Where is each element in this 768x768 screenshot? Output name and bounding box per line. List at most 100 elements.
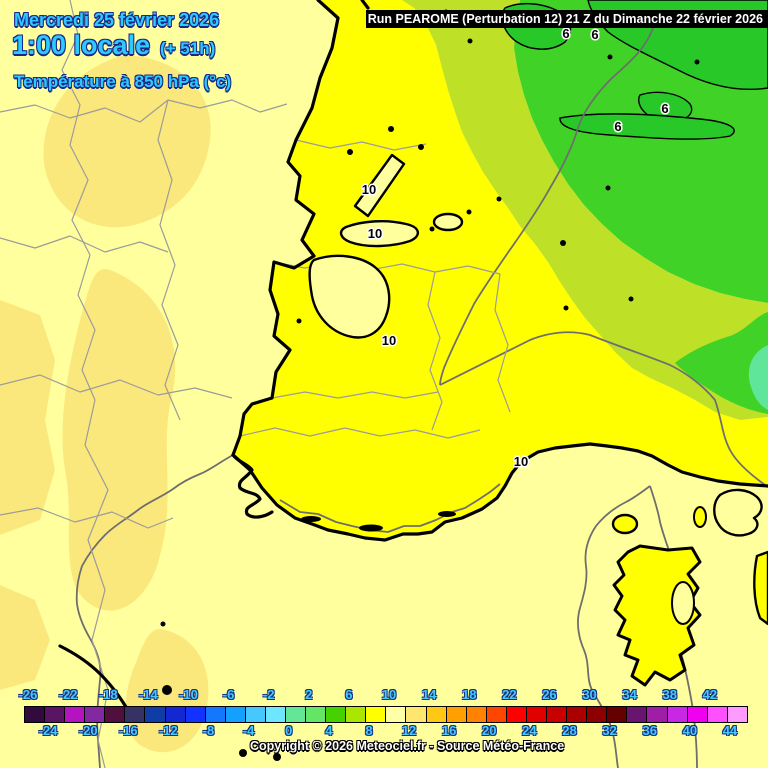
- legend-value-label: -20: [78, 723, 98, 738]
- legend-swatch: [486, 707, 507, 722]
- legend-swatch: [286, 707, 307, 722]
- corsica-warm-pocket: [671, 581, 695, 625]
- legend-swatch: [65, 707, 86, 722]
- legend-swatch: [306, 707, 327, 722]
- corsica-north-ring: [611, 513, 639, 535]
- legend-value-label: 44: [722, 723, 738, 738]
- legend-swatch: [185, 707, 206, 722]
- legend-swatch: [446, 707, 467, 722]
- legend-value-label: -4: [242, 723, 255, 738]
- legend-swatch: [386, 707, 407, 722]
- legend-swatch: [346, 707, 367, 722]
- legend-value-label: -10: [179, 687, 198, 702]
- legend-swatch: [225, 707, 246, 722]
- legend-swatch: [145, 707, 166, 722]
- isotherm-value-label: 6: [562, 26, 569, 41]
- legend-swatch: [165, 707, 186, 722]
- legend-swatch: [366, 707, 387, 722]
- legend-value-label: 18: [461, 687, 477, 702]
- isotherm-value-label: 6: [661, 101, 668, 116]
- isotherm-labels: 10 10 10 10 6 6 6 6: [360, 25, 670, 471]
- legend-swatch: [105, 707, 126, 722]
- yellow-8-10-region: [233, 0, 768, 540]
- legend-value-label: 0: [285, 723, 293, 738]
- legend-value-label: 42: [702, 687, 718, 702]
- warm-pockets: [308, 153, 464, 339]
- isotherm-value-label: 10: [382, 333, 396, 348]
- teal-patch: [748, 345, 768, 410]
- legend-swatch: [667, 707, 688, 722]
- green-right-edge-patch: [675, 312, 768, 414]
- legend-value-label: 22: [502, 687, 517, 702]
- isotherm-value-label: 10: [362, 182, 376, 197]
- legend-value-label: 24: [522, 723, 537, 738]
- legend-value-label: -14: [138, 687, 158, 702]
- run-info-bar: Run PEAROME (Perturbation 12) 21 Z du Di…: [366, 10, 768, 28]
- forecast-offset-label: (+ 51h): [160, 39, 216, 58]
- legend-value-label: 28: [562, 723, 577, 738]
- legend-swatch: [627, 707, 648, 722]
- legend-swatch: [326, 707, 347, 722]
- legend-value-label: 26: [542, 687, 557, 702]
- legend-value-label: -8: [202, 723, 215, 738]
- legend-swatch: [727, 707, 747, 722]
- isotherm-value-label: 6: [614, 119, 621, 134]
- legend-swatch: [526, 707, 548, 722]
- temperature-color-scale: [24, 706, 748, 723]
- legend-swatch: [466, 707, 487, 722]
- isotherm-value-label: 10: [514, 454, 528, 469]
- legend-value-label: 4: [325, 723, 333, 738]
- legend-value-label: -6: [222, 687, 235, 702]
- valid-date-label: Mercredi 25 février 2026: [14, 10, 220, 30]
- parameter-label: Température à 850 hPa (°c): [14, 72, 232, 91]
- copyright-label: Copyright © 2026 Meteociel.fr - Source M…: [250, 739, 565, 753]
- legend-value-label: 38: [662, 687, 677, 702]
- legend-swatch: [567, 707, 588, 722]
- legend-value-label: 20: [482, 723, 497, 738]
- legend-value-label: 16: [441, 723, 457, 738]
- legend-value-label: -22: [58, 687, 78, 702]
- legend-value-label: -18: [98, 687, 118, 702]
- legend-swatch: [25, 707, 46, 722]
- legend-value-label: 12: [401, 723, 417, 738]
- legend-swatch: [265, 707, 287, 722]
- legend-value-label: -16: [118, 723, 138, 738]
- isotherm-value-label: 10: [368, 226, 382, 241]
- legend-value-label: 14: [421, 687, 437, 702]
- legend-value-label: 34: [622, 687, 637, 702]
- legend-value-label: -12: [158, 723, 178, 738]
- legend-value-label: 2: [305, 687, 313, 702]
- isotherm-10: [58, 0, 768, 709]
- legend-swatch: [406, 707, 427, 722]
- island-contours: [693, 488, 768, 626]
- department-borders: [0, 0, 511, 768]
- isotherm-value-label: 6: [591, 27, 598, 42]
- legend-value-label: 10: [381, 687, 397, 702]
- legend-value-label: -24: [38, 723, 58, 738]
- legend-swatch: [687, 707, 708, 722]
- legend-swatch: [205, 707, 226, 722]
- legend-swatch: [587, 707, 608, 722]
- legend-value-label: 8: [365, 723, 373, 738]
- legend-swatch: [607, 707, 628, 722]
- corsica-isotherm-blob: [612, 544, 702, 687]
- legend-value-label: 6: [345, 687, 353, 702]
- legend-swatch: [245, 707, 266, 722]
- legend-value-label: 36: [642, 723, 657, 738]
- legend-swatch: [85, 707, 106, 722]
- legend-swatch: [125, 707, 146, 722]
- valid-time-label: 1:00 locale: [12, 30, 151, 60]
- legend-swatch: [426, 707, 447, 722]
- yellow-green-6-8-band: [402, 0, 768, 420]
- legend-value-label: -26: [18, 687, 38, 702]
- legend-swatch: [647, 707, 668, 722]
- legend-swatch: [547, 707, 568, 722]
- legend-value-label: 40: [682, 723, 698, 738]
- legend-value-label: -2: [262, 687, 275, 702]
- legend-value-label: 30: [582, 687, 597, 702]
- legend-swatch: [45, 707, 66, 722]
- legend-value-label: 32: [602, 723, 617, 738]
- legend-swatch: [707, 707, 728, 722]
- legend-swatch: [506, 707, 527, 722]
